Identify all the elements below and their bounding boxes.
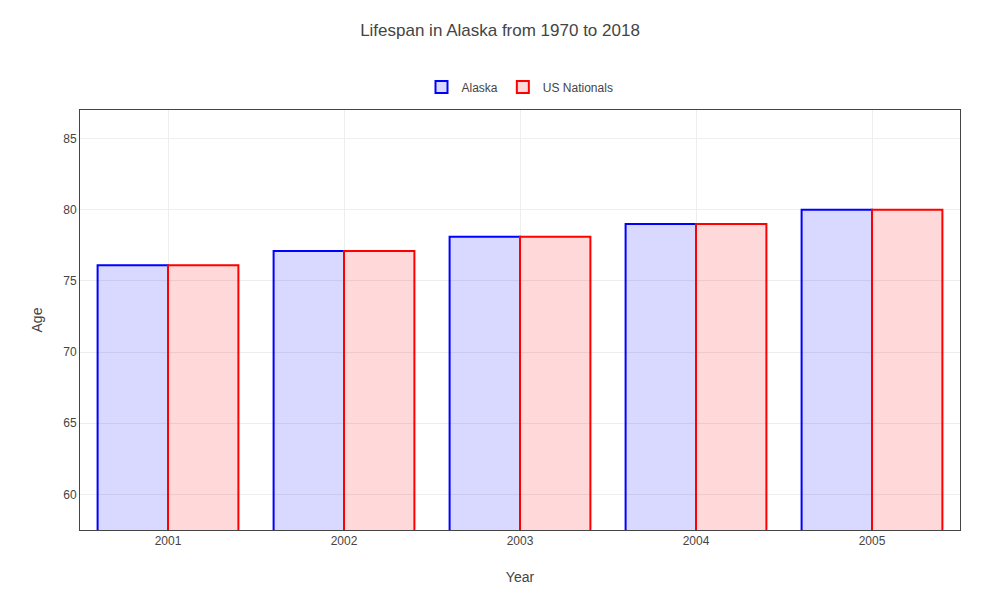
svg-text:US Nationals: US Nationals (543, 81, 613, 95)
svg-text:80: 80 (63, 203, 77, 217)
svg-text:70: 70 (63, 345, 77, 359)
svg-text:2002: 2002 (331, 534, 358, 548)
svg-text:65: 65 (63, 416, 77, 430)
svg-text:Alaska: Alaska (462, 81, 498, 95)
svg-text:Lifespan in Alaska from 1970 t: Lifespan in Alaska from 1970 to 2018 (360, 21, 640, 40)
svg-text:2003: 2003 (507, 534, 534, 548)
svg-text:Age: Age (29, 307, 45, 332)
svg-text:75: 75 (63, 274, 77, 288)
svg-text:2001: 2001 (155, 534, 182, 548)
svg-text:2005: 2005 (859, 534, 886, 548)
svg-text:2004: 2004 (683, 534, 710, 548)
svg-text:85: 85 (63, 132, 77, 146)
svg-text:Year: Year (506, 569, 535, 585)
svg-text:60: 60 (63, 488, 77, 502)
